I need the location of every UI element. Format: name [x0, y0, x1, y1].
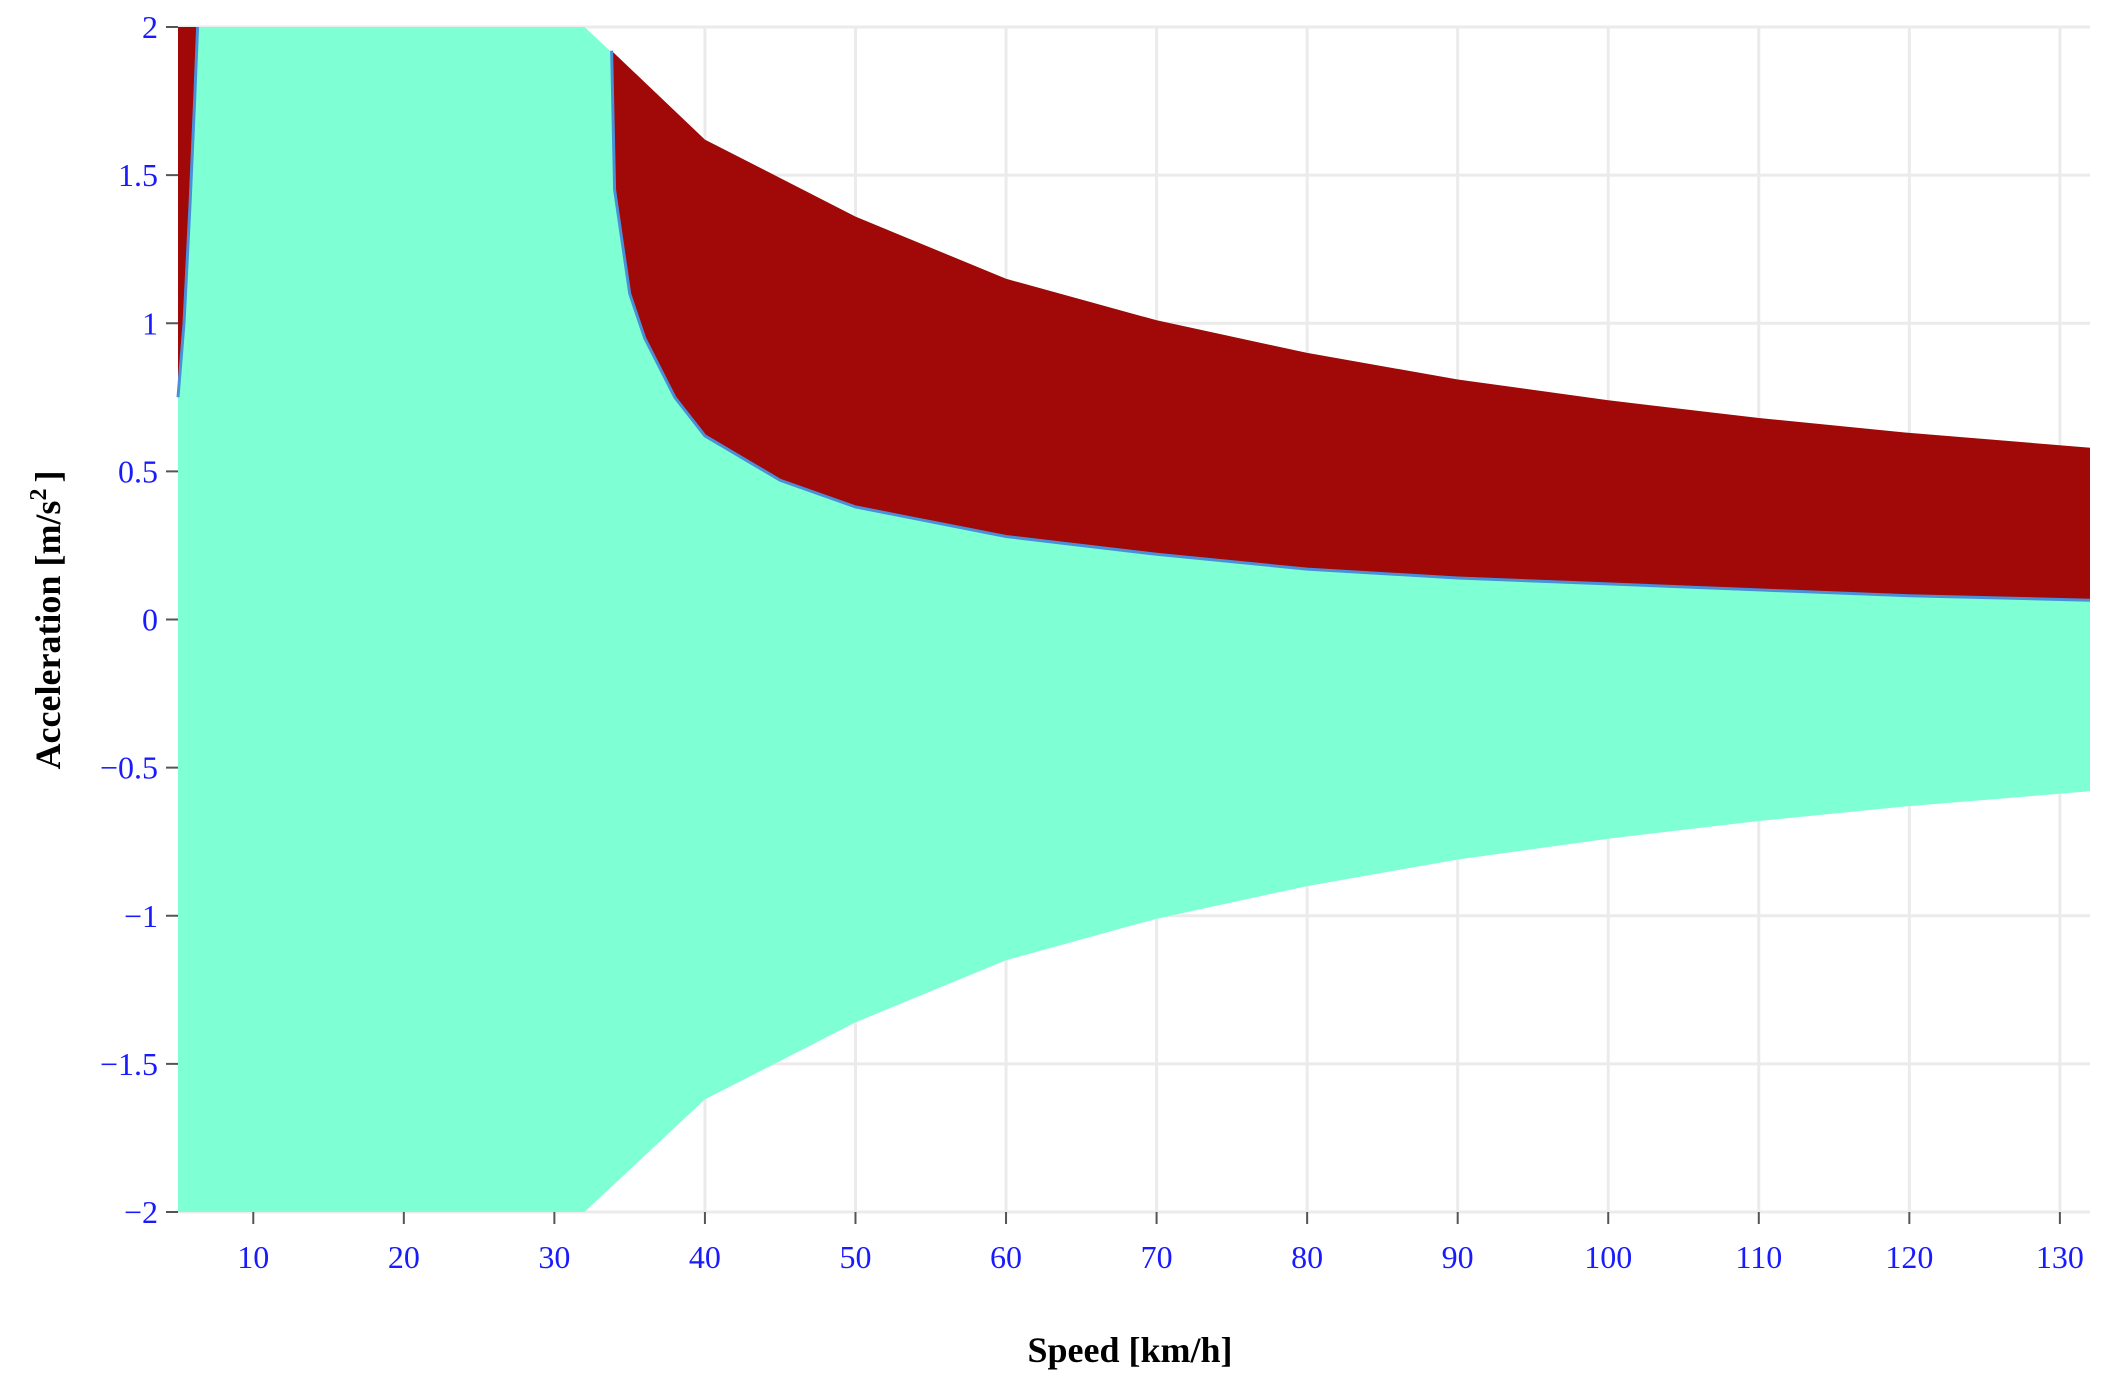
x-tick-label-30: 30 — [538, 1239, 570, 1275]
x-tick-label-120: 120 — [1885, 1239, 1933, 1275]
x-tick-label-90: 90 — [1442, 1239, 1474, 1275]
y-tick-label-5: 0.5 — [118, 453, 158, 489]
y-axis: −2 −1.5 −1 −0.5 0 0.5 1 1.5 2 — [100, 9, 178, 1230]
y-tick-label-2: −1 — [124, 898, 158, 934]
x-tick-label-70: 70 — [1141, 1239, 1173, 1275]
y-tick-label-8: 2 — [142, 9, 158, 45]
unsafe-region-high-speed — [611, 50, 2090, 601]
x-tick-label-60: 60 — [990, 1239, 1022, 1275]
boundary-low-speed — [176, 26, 200, 398]
x-tick-label-20: 20 — [388, 1239, 420, 1275]
regions — [176, 26, 2091, 1212]
y-axis-label-close: ] — [28, 471, 68, 483]
x-tick-label-40: 40 — [689, 1239, 721, 1275]
x-tick-label-50: 50 — [839, 1239, 871, 1275]
y-tick-label-1: −1.5 — [100, 1046, 158, 1082]
y-tick-label-7: 1.5 — [118, 157, 158, 193]
y-axis-label-main: Acceleration [m/s — [28, 501, 68, 770]
x-tick-label-110: 110 — [1735, 1239, 1782, 1275]
x-axis: 10 20 30 40 50 60 70 80 90 100 110 120 130 — [237, 1212, 2084, 1275]
x-tick-label-100: 100 — [1584, 1239, 1632, 1275]
x-tick-label-10: 10 — [237, 1239, 269, 1275]
y-tick-label-4: 0 — [142, 602, 158, 638]
safe-region — [178, 27, 2090, 1212]
y-axis-label-sup: 2 — [26, 489, 52, 501]
y-tick-label-0: −2 — [124, 1194, 158, 1230]
y-tick-label-3: −0.5 — [100, 750, 158, 786]
y-tick-label-6: 1 — [142, 305, 158, 341]
y-axis-label: Acceleration [m/s2] — [26, 471, 68, 770]
boundary-high-speed — [610, 50, 2091, 602]
x-axis-label: Speed [km/h] — [1027, 1330, 1232, 1370]
x-tick-label-130: 130 — [2036, 1239, 2084, 1275]
x-tick-label-80: 80 — [1291, 1239, 1323, 1275]
